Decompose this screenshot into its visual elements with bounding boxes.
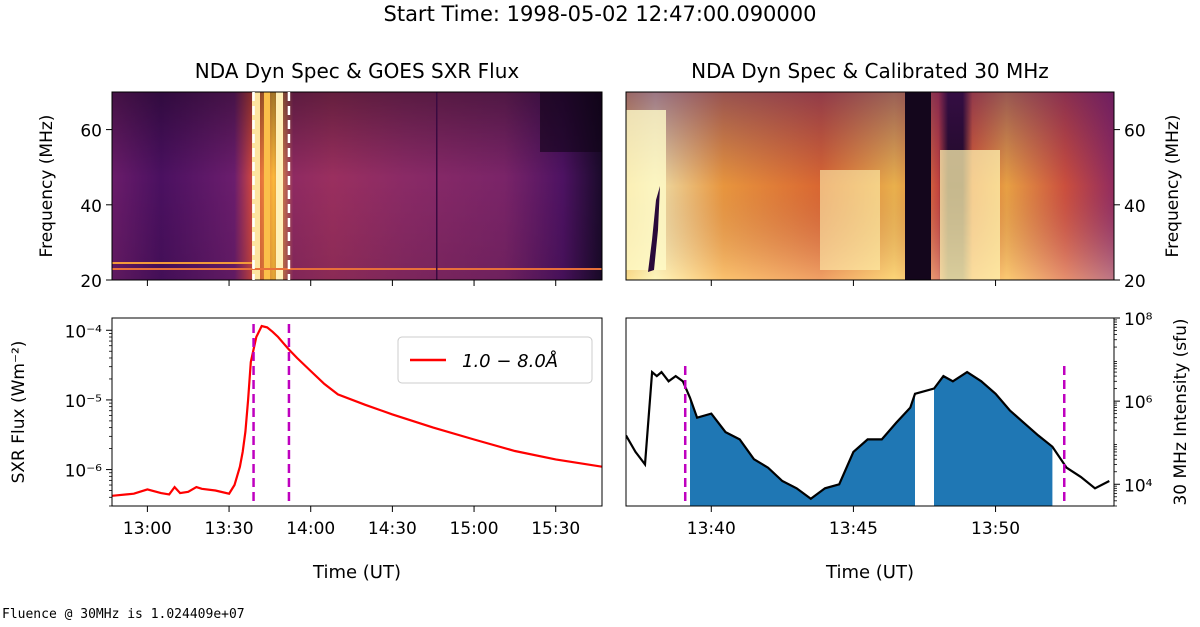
y-axis-label-left-bottom: SXR Flux (Wm⁻²) [9, 341, 29, 484]
x-axis-ticks-right-top [710, 280, 997, 286]
y-axis-ticks-left-bottom: 10⁻⁶ 10⁻⁵ 10⁻⁴ [65, 322, 112, 507]
y-axis-ticks-right-top: 20 40 60 [1114, 122, 1146, 292]
y-axis-label-right-bottom: 30 MHz Intensity (sfu) [1171, 318, 1191, 505]
spectrogram-image-left [112, 92, 602, 280]
spectrogram-image-right [626, 92, 1114, 280]
y-axis-ticks-right-bottom: 10⁴ 10⁶ 10⁸ [1114, 310, 1153, 507]
flare-markers-magenta-right [683, 366, 1066, 506]
y-tick-label: 40 [1124, 197, 1146, 217]
panel-nda-calibrated-spectrogram: NDA Dyn Spec & Calibrated 30 MHz 204060 … [625, 59, 1183, 292]
x-axis-label-right: Time (UT) [825, 562, 914, 583]
x-tick-label: 15:30 [531, 519, 580, 539]
y-tick-label: 20 [1124, 272, 1146, 292]
x-tick-label: 13:00 [123, 519, 172, 539]
x-tick-label: 13:50 [971, 519, 1020, 539]
x-tick-label: 14:00 [286, 519, 335, 539]
y-tick-label: 10⁸ [1124, 310, 1153, 330]
flare-markers-white [252, 92, 291, 280]
y-axis-label-right-top: Frequency (MHz) [1163, 115, 1183, 258]
x-axis-ticks-left-top [146, 280, 557, 286]
y-tick-label: 10⁻⁵ [65, 392, 102, 412]
legend-label: 1.0 − 8.0Å [462, 350, 558, 372]
intensity-30mhz-line [626, 369, 1110, 501]
x-tick-label: 13:45 [829, 519, 878, 539]
y-axis-ticks-left-top: 20 40 60 [80, 122, 112, 292]
panel-30mhz-intensity: 10⁴ 10⁶ 10⁸ 13:40 13:45 13:50 30 MHz Intensi… [625, 310, 1191, 583]
legend-box: 1.0 − 8.0Å [397, 336, 593, 384]
y-axis-label-left-top: Frequency (MHz) [37, 115, 57, 258]
fluence-fill-segment [690, 393, 915, 506]
x-tick-label: 14:30 [368, 519, 417, 539]
y-tick-label: 20 [80, 272, 102, 292]
sxr-flux-line [112, 324, 602, 497]
y-tick-label: 60 [80, 122, 102, 142]
y-tick-label: 10⁶ [1124, 393, 1153, 413]
x-tick-label: 13:40 [687, 519, 736, 539]
console-output: Fluence @ 30MHz is 1.024409e+07 [2, 607, 245, 622]
y-tick-label: 40 [80, 197, 102, 217]
panel-title-left: NDA Dyn Spec & GOES SXR Flux [195, 59, 520, 83]
y-tick-label: 10⁴ [1124, 476, 1153, 496]
panel-goes-sxr: 10⁻⁶ 10⁻⁵ 10⁻⁴ 13:00 13:30 14:00 14:30 15:00 15… [9, 317, 603, 583]
plot-frame-right-top [625, 91, 1115, 281]
plot-frame-left-top [111, 91, 603, 281]
y-tick-label: 10⁻⁶ [65, 462, 103, 482]
figure-suptitle: Start Time: 1998-05-02 12:47:00.090000 [383, 2, 817, 26]
panel-title-right: NDA Dyn Spec & Calibrated 30 MHz [691, 59, 1049, 83]
fluence-fill-segment [934, 372, 1053, 506]
x-tick-label: 15:00 [450, 519, 499, 539]
x-axis-label-left: Time (UT) [312, 562, 401, 583]
y-tick-label: 10⁻⁴ [65, 322, 103, 342]
plot-frame-left-bottom [111, 317, 603, 507]
x-tick-label: 13:30 [205, 519, 254, 539]
x-axis-ticks-right-bottom: 13:40 13:45 13:50 [687, 506, 1020, 539]
flare-markers-magenta-left [252, 324, 291, 504]
y-tick-label: 60 [1124, 122, 1146, 142]
plot-frame-right-bottom [625, 317, 1115, 507]
x-axis-ticks-left-bottom: 13:00 13:30 14:00 14:30 15:00 15:30 [123, 506, 580, 539]
panel-nda-goes-spectrogram: NDA Dyn Spec & GOES SXR Flux 20 40 60 Freq… [37, 59, 603, 292]
fluence-fill-area [690, 372, 1053, 506]
